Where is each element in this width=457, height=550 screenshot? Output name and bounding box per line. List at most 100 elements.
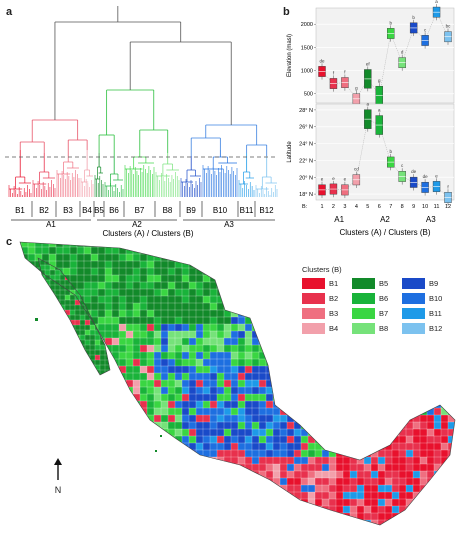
dendrogram-xlabel: Clusters (A) / Clusters (B)	[102, 229, 193, 238]
cluster-label-b3: B3	[63, 206, 73, 215]
ytick-label: 1500	[301, 45, 313, 51]
sig-letter: d	[401, 50, 404, 55]
legend-label: B8	[379, 324, 389, 333]
xtick-label: 11	[434, 204, 440, 210]
xtick-label: 8	[401, 204, 404, 210]
sig-letter: f	[333, 70, 335, 75]
b-axis-prefix: B:	[302, 204, 308, 210]
north-label: N	[54, 485, 62, 495]
xtick-label: 1	[320, 204, 323, 210]
legend-item-b6: B6	[352, 293, 402, 304]
cluster-label-b6: B6	[109, 206, 119, 215]
cluster-label-b2: B2	[39, 206, 49, 215]
mexico-cluster-map	[19, 241, 456, 526]
ytick-label: 22° N	[299, 158, 313, 164]
cluster-label-b7: B7	[135, 206, 145, 215]
boxplot-xlabel: Clusters (A) / Clusters (B)	[339, 228, 430, 237]
y-axis-label: Elevation (masl)	[287, 34, 293, 77]
legend-label: B10	[429, 294, 443, 303]
sig-letter: c	[401, 163, 404, 168]
legend-label: B3	[329, 309, 339, 318]
sig-letter: cd	[354, 167, 359, 172]
sig-letter: ef	[366, 61, 371, 66]
legend-item-b9: B9	[402, 278, 452, 289]
group-label-A1: A1	[334, 215, 344, 224]
legend-item-b10: B10	[402, 293, 452, 304]
xtick-label: 4	[355, 204, 358, 210]
legend-item-b11: B11	[402, 308, 452, 319]
sig-letter: b	[389, 20, 392, 25]
legend-label: B7	[379, 309, 389, 318]
cluster-label-b11: B11	[240, 206, 254, 215]
cluster-label-b12: B12	[259, 206, 274, 215]
sig-letter: f	[447, 184, 449, 189]
sig-letter: e	[321, 177, 324, 182]
ytick-label: 18° N	[299, 192, 313, 198]
legend-label: B1	[329, 279, 339, 288]
cluster-label-a2: A2	[132, 220, 142, 229]
ytick-label: 500	[304, 92, 313, 98]
sig-letter: e	[332, 176, 335, 181]
clusters-legend: Clusters (B) B1 B5 B9 B2 B6 B10 B3 B7 B11 B4 B8 B12	[302, 265, 452, 334]
legend-label: B12	[429, 324, 443, 333]
sig-letter: b	[412, 15, 415, 20]
sig-letter: de	[319, 58, 325, 63]
legend-swatch	[402, 323, 425, 334]
legend-swatch	[302, 323, 325, 334]
ytick-label: 24° N	[299, 142, 313, 148]
xtick-label: 7	[389, 204, 392, 210]
ytick-label: 28° N	[299, 108, 313, 114]
xtick-label: 12	[445, 204, 451, 210]
group-label-A2: A2	[380, 215, 390, 224]
ytick-label: 26° N	[299, 125, 313, 131]
sig-letter: g	[378, 78, 381, 83]
sig-letter: c	[424, 27, 427, 32]
cluster-label-b10: B10	[213, 206, 228, 215]
north-arrow-icon	[54, 458, 62, 480]
group-label-A3: A3	[426, 215, 436, 224]
legend-label: B9	[429, 279, 439, 288]
legend-item-b7: B7	[352, 308, 402, 319]
sig-letter: b	[389, 149, 392, 154]
legend-item-b2: B2	[302, 293, 352, 304]
legend-swatch	[302, 293, 325, 304]
legend-label: B4	[329, 324, 339, 333]
legend-swatch	[352, 293, 375, 304]
legend-swatch	[402, 278, 425, 289]
latitude-chart: 18° N 20° N 22° N 24° N 26° N 28° N Latitude e e…	[287, 102, 455, 206]
xtick-label: 2	[332, 204, 335, 210]
legend-swatch	[302, 308, 325, 319]
sig-letter: de	[411, 169, 417, 174]
legend-swatch	[402, 293, 425, 304]
legend-label: B11	[429, 309, 442, 318]
xtick-label: 6	[378, 204, 381, 210]
sig-letter: g	[355, 86, 358, 91]
sig-letter: f	[344, 69, 346, 74]
xtick-label: 9	[412, 204, 415, 210]
ytick-label: 1000	[301, 69, 313, 75]
mainland-outline	[19, 241, 456, 526]
panel-b-letter: b	[283, 6, 290, 18]
xtick-label: 3	[343, 204, 346, 210]
panel-a-letter: a	[6, 6, 13, 18]
panel-c-letter: c	[6, 236, 13, 248]
sig-letter: de	[423, 174, 429, 179]
xtick-label: 5	[366, 204, 369, 210]
legend-swatch	[302, 278, 325, 289]
baja-outline	[37, 257, 111, 376]
cluster-label-b4: B4	[82, 206, 92, 215]
sig-letter: a	[435, 0, 438, 4]
cluster-label-a3: A3	[224, 220, 234, 229]
legend-swatch	[352, 278, 375, 289]
legend-item-b4: B4	[302, 323, 352, 334]
legend-label: B5	[379, 279, 389, 288]
legend-item-b1: B1	[302, 278, 352, 289]
north-arrow: N	[50, 458, 66, 495]
cluster-label-b9: B9	[186, 206, 196, 215]
cluster-label-a1: A1	[46, 220, 56, 229]
legend-grid: B1 B5 B9 B2 B6 B10 B3 B7 B11 B4 B8 B12	[302, 278, 452, 334]
cluster-label-b5: B5	[94, 206, 104, 215]
legend-title: Clusters (B)	[302, 265, 342, 274]
